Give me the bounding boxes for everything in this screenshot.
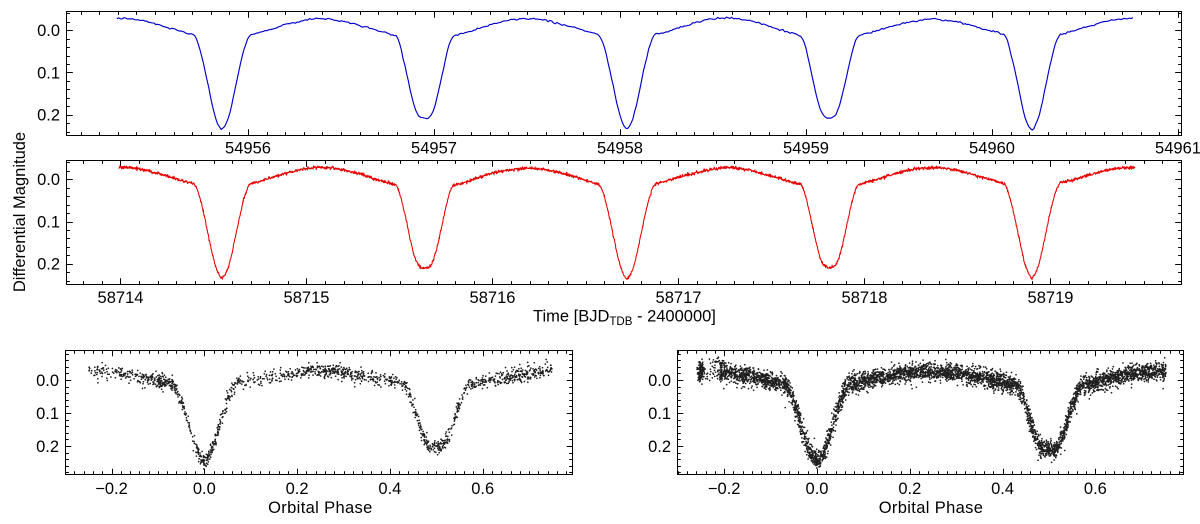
svg-text:0.6: 0.6 [471,480,494,498]
svg-text:0.1: 0.1 [648,405,671,423]
svg-text:0.1: 0.1 [36,405,59,423]
svg-text:58717: 58717 [656,289,702,307]
svg-text:0.2: 0.2 [37,107,60,125]
svg-text:Differential Magnitude: Differential Magnitude [11,132,29,292]
svg-text:0.1: 0.1 [37,213,60,231]
svg-text:0.0: 0.0 [648,372,671,390]
svg-text:58716: 58716 [470,289,516,307]
svg-text:Orbital Phase: Orbital Phase [268,499,373,517]
svg-text:54960: 54960 [969,140,1015,158]
svg-text:0.6: 0.6 [1084,480,1107,498]
svg-text:0.0: 0.0 [37,171,60,189]
svg-text:0.2: 0.2 [37,256,60,274]
svg-text:54959: 54959 [783,140,829,158]
svg-text:0.0: 0.0 [806,480,829,498]
svg-text:−0.2: −0.2 [95,480,128,498]
svg-text:58718: 58718 [842,289,888,307]
svg-text:0.0: 0.0 [37,22,60,40]
svg-text:0.2: 0.2 [898,480,921,498]
svg-text:54958: 54958 [597,140,643,158]
svg-text:58714: 58714 [98,289,144,307]
svg-text:0.4: 0.4 [378,480,401,498]
svg-text:0.2: 0.2 [648,438,671,456]
svg-text:Time [BJDTDB - 2400000]: Time [BJDTDB - 2400000] [533,308,716,329]
svg-text:54956: 54956 [225,140,271,158]
svg-text:58715: 58715 [284,289,330,307]
svg-text:0.2: 0.2 [286,480,309,498]
svg-text:54961: 54961 [1155,140,1200,158]
svg-text:58719: 58719 [1028,289,1074,307]
svg-text:0.2: 0.2 [36,438,59,456]
svg-text:54957: 54957 [411,140,457,158]
svg-text:0.0: 0.0 [193,480,216,498]
svg-text:0.0: 0.0 [36,372,59,390]
svg-text:−0.2: −0.2 [708,480,741,498]
svg-text:0.4: 0.4 [991,480,1014,498]
svg-text:0.1: 0.1 [37,64,60,82]
svg-text:Orbital Phase: Orbital Phase [879,499,984,517]
